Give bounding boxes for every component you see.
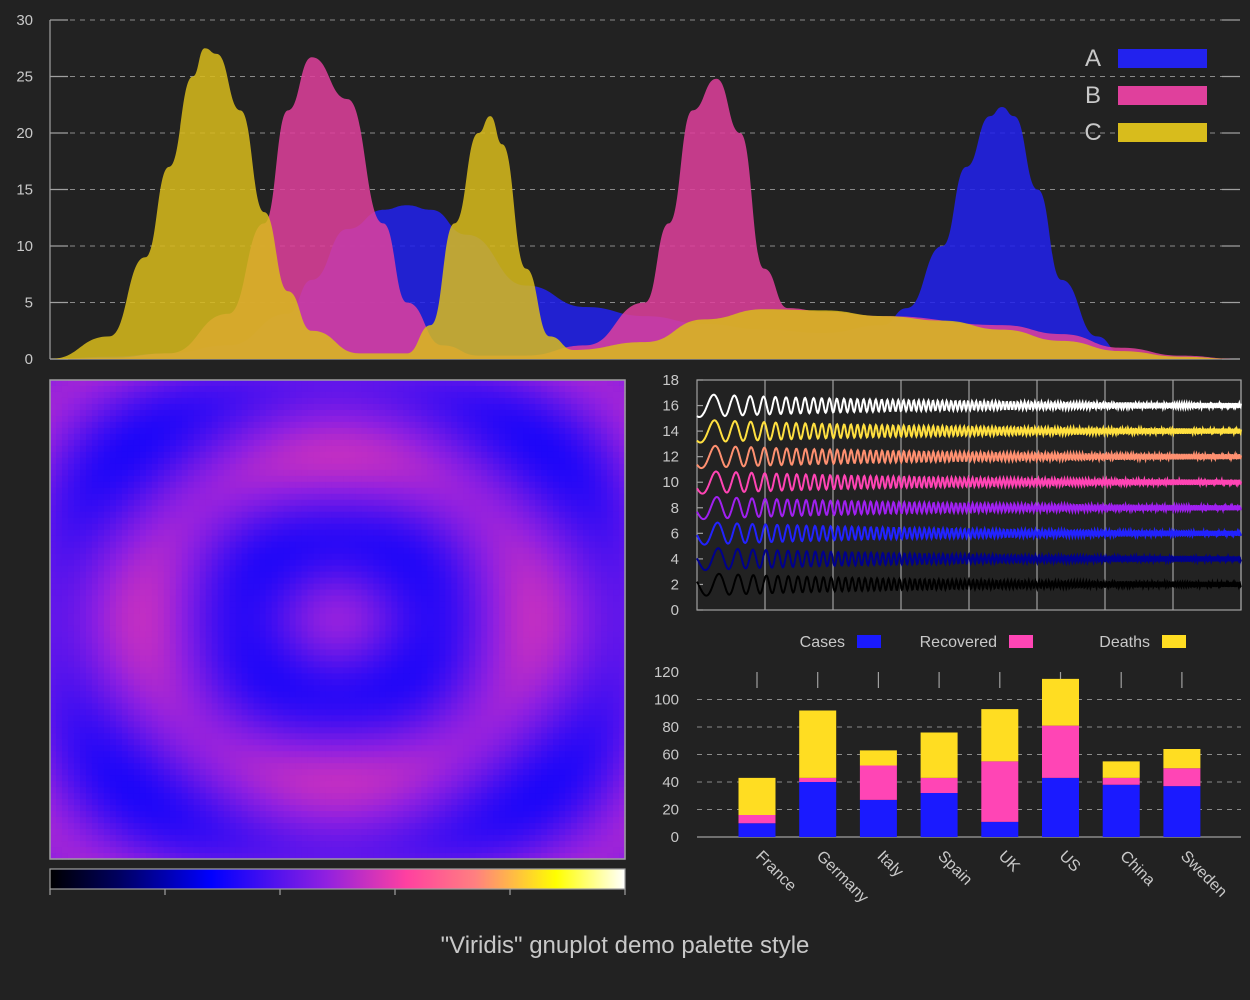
- bar-UK-Recovered: [981, 761, 1019, 822]
- area-ytick-label: 0: [25, 351, 33, 368]
- bar-Germany-Deaths: [799, 710, 837, 778]
- line-ytick-label: 0: [671, 602, 679, 619]
- line-ytick-label: 14: [662, 423, 679, 440]
- heatmap-cells: [50, 380, 626, 860]
- bar-US-Recovered: [1042, 725, 1079, 778]
- area-legend-swatch-C: [1118, 123, 1207, 142]
- bar-Italy-Cases: [859, 799, 897, 837]
- area-legend-swatch-B: [1118, 86, 1207, 105]
- area-legend-swatch-A: [1118, 49, 1207, 68]
- heatmap-colorbar: [49, 868, 626, 890]
- line-series-12: [696, 444, 1242, 470]
- line-ytick-label: 12: [662, 449, 679, 466]
- line-ytick-label: 16: [662, 398, 679, 415]
- bar-US-Deaths: [1042, 678, 1079, 726]
- bar-China-Deaths: [1102, 761, 1140, 778]
- heatmap-border: [49, 379, 626, 860]
- bar-category-label: Sweden: [1177, 848, 1230, 901]
- line-series-16: [696, 393, 1242, 418]
- line-series-10: [696, 470, 1242, 495]
- bar-chart: 0 20 40 60 80 100 120 France Germany Italy Spain UK…: [654, 634, 1241, 906]
- area-ytick-label: 30: [16, 12, 33, 29]
- line-ytick-label: 10: [662, 474, 679, 491]
- heatmap-chart: [49, 379, 626, 895]
- line-ytick-label: 4: [671, 551, 679, 568]
- bar-Spain-Recovered: [920, 777, 958, 793]
- area-legend-label-C: C: [1084, 119, 1101, 146]
- bar-UK-Deaths: [981, 709, 1019, 762]
- bar-Germany-Recovered: [799, 777, 837, 782]
- bar-ytick-label: 0: [671, 829, 679, 846]
- bar-ytick-label: 120: [654, 664, 679, 681]
- bar-legend-swatch-Recovered: [1009, 635, 1033, 648]
- bar-China-Recovered: [1102, 777, 1140, 785]
- bar-legend-label-Cases: Cases: [800, 634, 845, 651]
- bar-category-label: US: [1056, 848, 1084, 876]
- bar-China-Cases: [1102, 784, 1140, 837]
- bar-ytick-label: 20: [662, 802, 679, 819]
- bar-category-label: UK: [995, 848, 1023, 876]
- bar-US-Cases: [1042, 777, 1079, 837]
- bar-ytick-label: 40: [662, 774, 679, 791]
- bar-category-label: France: [752, 848, 799, 895]
- bar-legend-swatch-Cases: [857, 635, 881, 648]
- bar-category-label: Italy: [874, 848, 907, 881]
- line-ytick-label: 6: [671, 525, 679, 542]
- area-chart: 0 5 10 15 20 25 30 ABC: [16, 12, 1240, 368]
- line-ytick-label: 8: [671, 500, 679, 517]
- bar-Spain-Cases: [920, 793, 958, 837]
- figure-caption: "Viridis" gnuplot demo palette style: [440, 932, 810, 959]
- area-ytick-label: 25: [16, 69, 33, 86]
- bar-France-Cases: [738, 823, 776, 837]
- area-ytick-label: 10: [16, 238, 33, 255]
- bar-legend-label-Deaths: Deaths: [1099, 634, 1150, 651]
- line-ytick-label: 18: [662, 372, 679, 389]
- bar-ytick-label: 60: [662, 747, 679, 764]
- area-legend-label-B: B: [1085, 82, 1101, 109]
- bar-Germany-Cases: [799, 782, 837, 837]
- bar-legend-label-Recovered: Recovered: [920, 634, 997, 651]
- line-chart: 0 2 4 6 8 10 12 14 16 18: [662, 372, 1242, 619]
- bar-Italy-Recovered: [859, 765, 897, 800]
- line-series-14: [696, 419, 1242, 444]
- bar-France-Recovered: [738, 815, 776, 824]
- area-ytick-label: 15: [16, 182, 33, 199]
- area-ytick-label: 20: [16, 125, 33, 142]
- bar-France-Deaths: [738, 777, 776, 815]
- bar-ytick-label: 80: [662, 719, 679, 736]
- bar-Sweden-Cases: [1163, 786, 1201, 837]
- line-series-4: [696, 547, 1242, 572]
- bar-category-label: Spain: [934, 848, 975, 889]
- bar-category-label: Germany: [813, 848, 872, 907]
- bar-Spain-Deaths: [920, 732, 958, 778]
- area-series-C: [50, 48, 1240, 360]
- bar-ytick-label: 100: [654, 692, 679, 709]
- bar-UK-Cases: [981, 821, 1019, 837]
- bar-legend-swatch-Deaths: [1162, 635, 1186, 648]
- area-ytick-label: 5: [25, 295, 33, 312]
- bar-Sweden-Recovered: [1163, 768, 1201, 787]
- line-series-8: [696, 495, 1242, 521]
- area-legend-label-A: A: [1085, 45, 1101, 72]
- bar-Sweden-Deaths: [1163, 749, 1201, 769]
- bar-Italy-Deaths: [859, 750, 897, 766]
- line-series-6: [696, 521, 1242, 546]
- line-ytick-label: 2: [671, 576, 679, 593]
- bar-category-label: China: [1116, 848, 1158, 890]
- line-series-2: [696, 572, 1242, 597]
- area-series-B: [50, 57, 1240, 360]
